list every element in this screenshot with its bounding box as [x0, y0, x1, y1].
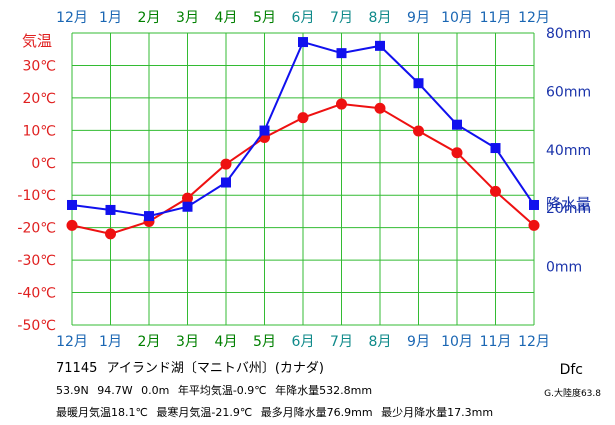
month-label-top: 7月	[330, 10, 353, 26]
top-month-labels: 12月 1月 2月 3月 4月 5月 6月 7月 8月 9月 10月 11月 12月	[56, 10, 550, 26]
coldest-month: 最寒月気温-21.9℃	[156, 406, 253, 419]
station-extremes: 最暖月気温18.1℃ 最寒月気温-21.9℃ 最多月降水量76.9mm 最少月降…	[56, 404, 498, 420]
precipitation-point	[105, 204, 116, 215]
month-label-top: 12月	[56, 10, 88, 26]
temperature-tick-label: -40℃	[17, 286, 56, 302]
temperature-tick-label: 0℃	[31, 156, 56, 172]
temperature-axis-label: 気温	[22, 32, 52, 50]
precipitation-tick-label: 0mm	[546, 260, 582, 276]
month-label-top: 6月	[292, 10, 315, 26]
month-label-top: 3月	[176, 10, 199, 26]
precipitation-point	[413, 78, 424, 89]
month-label-top: 12月	[518, 10, 550, 26]
latitude: 53.9N	[56, 384, 89, 397]
month-label-bottom: 8月	[369, 334, 392, 350]
month-label-top: 9月	[407, 10, 430, 26]
elevation: 0.0m	[141, 384, 170, 397]
month-label-bottom: 11月	[480, 334, 512, 350]
precipitation-point	[144, 211, 154, 222]
wettest-month: 最多月降水量76.9mm	[260, 406, 373, 419]
temperature-tick-label: -20℃	[17, 221, 56, 237]
temperature-tick-label: 20℃	[22, 91, 56, 107]
precipitation-tick-label: 60mm	[546, 84, 591, 100]
month-label-top: 5月	[253, 10, 276, 26]
chart-series	[66, 37, 540, 240]
warmest-month: 最暖月気温18.1℃	[56, 406, 148, 419]
month-label-bottom: 9月	[407, 334, 430, 350]
month-label-top: 2月	[138, 10, 161, 26]
driest-month: 最少月降水量17.3mm	[381, 406, 494, 419]
precipitation-point	[259, 125, 270, 136]
precipitation-point	[375, 40, 385, 51]
temperature-tick-label: -30℃	[17, 253, 56, 269]
month-label-bottom: 2月	[138, 334, 161, 350]
longitude: 94.7W	[97, 384, 133, 397]
precipitation-point	[298, 37, 308, 48]
month-label-top: 8月	[369, 10, 392, 26]
temperature-point	[220, 158, 232, 170]
station-id: 71145	[56, 361, 98, 376]
temperature-tick-label: -10℃	[17, 188, 56, 204]
annual-precip: 年降水量532.8mm	[275, 384, 373, 397]
temperature-point	[336, 98, 347, 110]
month-label-top: 4月	[215, 10, 238, 26]
temperature-point	[105, 228, 116, 240]
station-name: アイランド湖〔マニトバ州〕(カナダ)	[106, 361, 325, 376]
station-title: 71145 アイランド湖〔マニトバ州〕(カナダ)	[56, 357, 329, 376]
month-label-top: 11月	[480, 10, 512, 26]
month-label-bottom: 3月	[176, 334, 199, 350]
temperature-axis-ticks: 30℃ 20℃ 10℃ 0℃ -10℃ -20℃ -30℃ -40℃ -50℃	[17, 58, 56, 334]
month-label-bottom: 12月	[56, 334, 88, 350]
temperature-point	[413, 125, 424, 137]
station-summary: 53.9N 94.7W 0.0m 年平均気温-0.9℃ 年降水量532.8mm	[56, 382, 377, 398]
precipitation-point	[182, 201, 193, 212]
bottom-month-labels: 12月 1月 2月 3月 4月 5月 6月 7月 8月 9月 10月 11月 12月	[56, 334, 550, 350]
temperature-point	[490, 185, 501, 197]
month-label-bottom: 4月	[215, 334, 238, 350]
temperature-point	[182, 192, 193, 204]
month-label-top: 10月	[441, 10, 473, 26]
precipitation-point	[67, 199, 77, 210]
month-label-top: 1月	[99, 10, 122, 26]
temperature-tick-label: -50℃	[17, 318, 56, 334]
continentality: G.大陸度63.8	[544, 389, 601, 399]
month-label-bottom: 10月	[441, 334, 473, 350]
month-label-bottom: 7月	[330, 334, 353, 350]
annual-mean-temp: 年平均気温-0.9℃	[177, 384, 267, 397]
temperature-point	[374, 102, 386, 114]
precipitation-point	[452, 119, 462, 130]
plot-grid	[71, 32, 535, 326]
month-label-bottom: 1月	[99, 334, 122, 350]
precipitation-tick-label: 80mm	[546, 26, 591, 42]
temperature-point	[66, 219, 78, 231]
precipitation-point	[490, 143, 501, 154]
temperature-tick-label: 10℃	[22, 123, 56, 139]
temperature-point	[297, 112, 309, 124]
temperature-tick-label: 30℃	[22, 58, 56, 74]
precipitation-point	[529, 199, 539, 210]
precipitation-axis-label: 降水量	[546, 195, 591, 213]
precipitation-tick-label: 20mm	[546, 201, 591, 217]
precipitation-axis-ticks: 80mm 60mm 40mm 20mm 0mm	[546, 26, 591, 276]
precipitation-point	[221, 177, 231, 188]
precipitation-point	[336, 48, 347, 59]
precipitation-tick-label: 40mm	[546, 143, 591, 159]
month-label-bottom: 12月	[518, 334, 550, 350]
month-label-bottom: 6月	[292, 334, 315, 350]
temperature-point	[451, 147, 463, 159]
temperature-point	[528, 219, 540, 231]
climate-class: Dfc	[559, 362, 583, 378]
month-label-bottom: 5月	[253, 334, 276, 350]
